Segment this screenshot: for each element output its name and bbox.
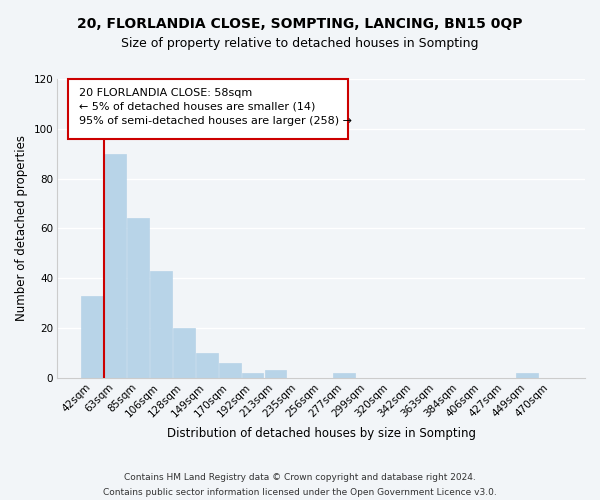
Bar	[517, 372, 538, 378]
Bar	[219, 362, 241, 378]
Bar	[265, 370, 286, 378]
FancyBboxPatch shape	[68, 79, 347, 138]
Bar	[82, 296, 103, 378]
Y-axis label: Number of detached properties: Number of detached properties	[15, 136, 28, 322]
Text: 20 FLORLANDIA CLOSE: 58sqm
← 5% of detached houses are smaller (14)
95% of semi-: 20 FLORLANDIA CLOSE: 58sqm ← 5% of detac…	[79, 88, 352, 126]
Bar	[150, 270, 172, 378]
Text: 20, FLORLANDIA CLOSE, SOMPTING, LANCING, BN15 0QP: 20, FLORLANDIA CLOSE, SOMPTING, LANCING,…	[77, 18, 523, 32]
Bar	[104, 154, 126, 378]
Bar	[127, 218, 149, 378]
Text: Size of property relative to detached houses in Sompting: Size of property relative to detached ho…	[121, 38, 479, 51]
X-axis label: Distribution of detached houses by size in Sompting: Distribution of detached houses by size …	[167, 427, 476, 440]
Text: Contains HM Land Registry data © Crown copyright and database right 2024.: Contains HM Land Registry data © Crown c…	[124, 473, 476, 482]
Bar	[242, 372, 263, 378]
Bar	[333, 372, 355, 378]
Text: Contains public sector information licensed under the Open Government Licence v3: Contains public sector information licen…	[103, 488, 497, 497]
Bar	[196, 353, 218, 378]
Bar	[173, 328, 195, 378]
